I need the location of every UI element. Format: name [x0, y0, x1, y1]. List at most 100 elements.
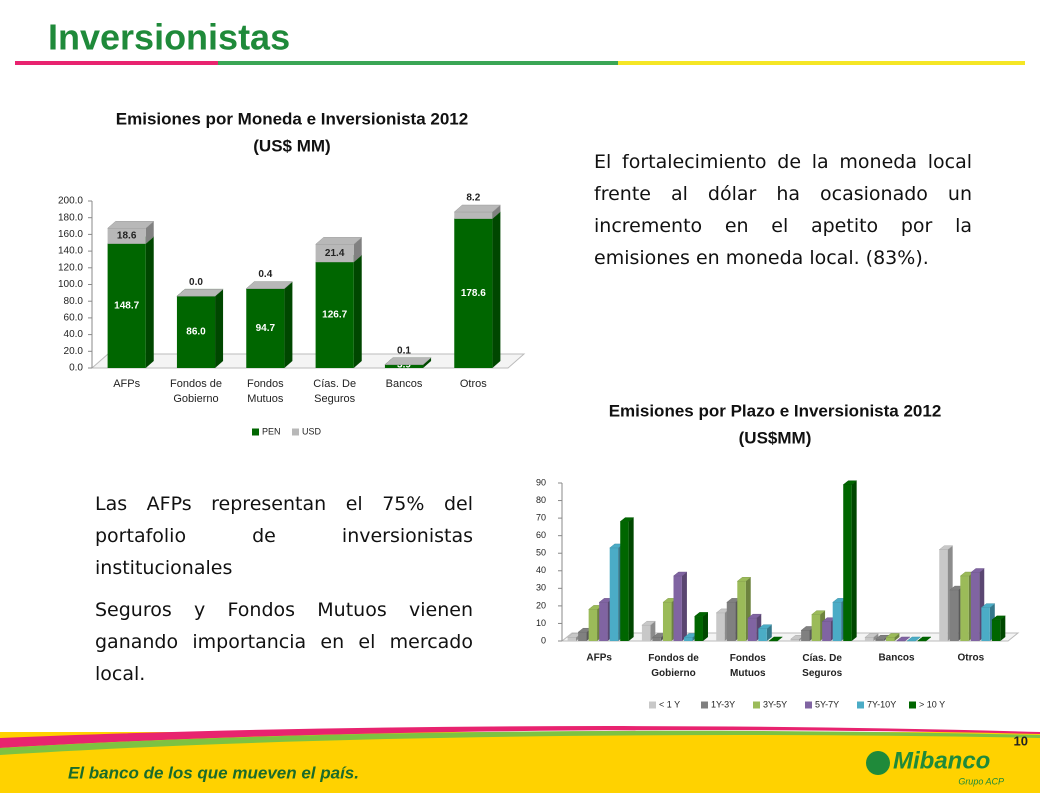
y-tick-label: 30 — [536, 583, 546, 593]
x-tick-label: Bancos — [386, 378, 423, 390]
bar-top — [619, 517, 635, 522]
bar-top — [864, 633, 880, 638]
bar-top — [842, 480, 858, 486]
legend-label: USD — [302, 426, 322, 436]
bar — [716, 612, 725, 641]
x-tick-label: Fondos de Gobierno — [648, 653, 699, 679]
bar — [747, 618, 757, 641]
logo-group: Grupo ACP — [958, 776, 1004, 786]
bar-top — [885, 633, 901, 638]
legend-swatch — [909, 701, 916, 709]
y-tick-label: 120.0 — [58, 262, 83, 273]
bar-top — [916, 636, 932, 642]
logo: Mibanco — [893, 747, 990, 774]
bar — [970, 572, 980, 641]
x-tick-label: Otros — [460, 378, 487, 390]
bar-side — [894, 633, 900, 641]
footer-stripe — [0, 730, 1040, 755]
bar — [315, 262, 354, 368]
bar — [454, 212, 493, 219]
legend-swatch — [701, 701, 708, 709]
bar — [384, 364, 424, 368]
bar — [454, 218, 493, 368]
data-label: 3.9 — [397, 360, 411, 371]
bar-top — [747, 613, 762, 619]
bar — [991, 619, 1001, 641]
legend-swatch — [292, 428, 299, 436]
data-label: 126.7 — [322, 310, 347, 321]
y-tick-label: 10 — [536, 618, 546, 628]
y-tick-label: 20 — [536, 600, 546, 610]
slogan: El banco de los que mueven el país. — [68, 763, 359, 782]
legend-label: < 1 Y — [659, 699, 680, 709]
data-label: 94.7 — [256, 323, 276, 334]
y-tick-label: 60.0 — [64, 313, 84, 324]
bar — [801, 630, 810, 641]
bar-side — [353, 237, 362, 263]
bar-side — [423, 357, 432, 368]
bar-side — [215, 289, 224, 368]
bar — [107, 243, 146, 368]
x-tick-label: Fondos Mutuos — [247, 378, 284, 405]
legend-swatch — [753, 701, 760, 709]
bar-top — [906, 636, 922, 642]
legend-label: 1Y-3Y — [711, 699, 735, 709]
y-tick-label: 70 — [536, 512, 546, 522]
bar-side — [681, 572, 687, 641]
paragraph: Seguros y Fondos Mutuos vienen ganando i… — [95, 599, 473, 685]
legend-label: 3Y-5Y — [763, 699, 787, 709]
legend-swatch — [805, 701, 812, 709]
data-label: 8.2 — [466, 193, 480, 204]
y-tick-label: 0.0 — [69, 363, 83, 374]
bar-top — [245, 281, 294, 289]
data-label: 178.6 — [461, 288, 486, 299]
page-number: 10 — [1014, 733, 1028, 748]
bar — [939, 549, 948, 641]
x-tick-label: AFPs — [586, 653, 612, 664]
chart-title: Emisiones por Plazo e Inversionista 2012 — [609, 401, 942, 420]
bar — [726, 602, 736, 641]
y-tick-label: 200.0 — [58, 196, 83, 207]
y-tick-label: 90 — [536, 477, 546, 487]
bar-top — [693, 612, 709, 617]
bar-side — [851, 480, 857, 641]
bar — [620, 521, 629, 641]
bar-side — [628, 517, 634, 641]
bar — [107, 228, 146, 244]
page-title: Inversionistas — [48, 17, 290, 58]
bar — [599, 602, 608, 641]
y-tick-label: 60 — [536, 530, 546, 540]
bar-top — [453, 204, 502, 213]
y-tick-label: 50 — [536, 548, 546, 558]
footer-stripe — [0, 726, 1040, 748]
bar-top — [980, 603, 996, 608]
chart-subtitle: (US$ MM) — [253, 136, 330, 155]
bar-side — [702, 612, 708, 641]
bar — [609, 547, 619, 641]
bar-top — [970, 568, 985, 573]
bar — [652, 637, 661, 641]
bar — [684, 637, 693, 641]
bar — [875, 639, 884, 641]
bar — [176, 296, 216, 368]
bar-top — [895, 636, 911, 642]
bar — [673, 576, 682, 641]
bar — [885, 637, 895, 641]
paragraph: El fortalecimiento de la moneda local fr… — [594, 151, 972, 269]
data-label: 148.7 — [114, 301, 139, 312]
bar-top — [736, 577, 752, 582]
data-label: 18.6 — [117, 231, 137, 242]
bar — [315, 244, 354, 263]
bar-top — [641, 620, 657, 626]
bar — [832, 602, 842, 641]
x-tick-label: Cías. De Seguros — [313, 378, 356, 405]
data-label: 0.1 — [397, 345, 411, 356]
y-tick-label: 100.0 — [58, 279, 83, 290]
header-rule — [618, 61, 1025, 65]
bar — [578, 632, 587, 641]
bar-top — [768, 636, 784, 642]
bar — [864, 637, 874, 641]
bar-top — [991, 615, 1007, 621]
bar — [960, 576, 969, 641]
